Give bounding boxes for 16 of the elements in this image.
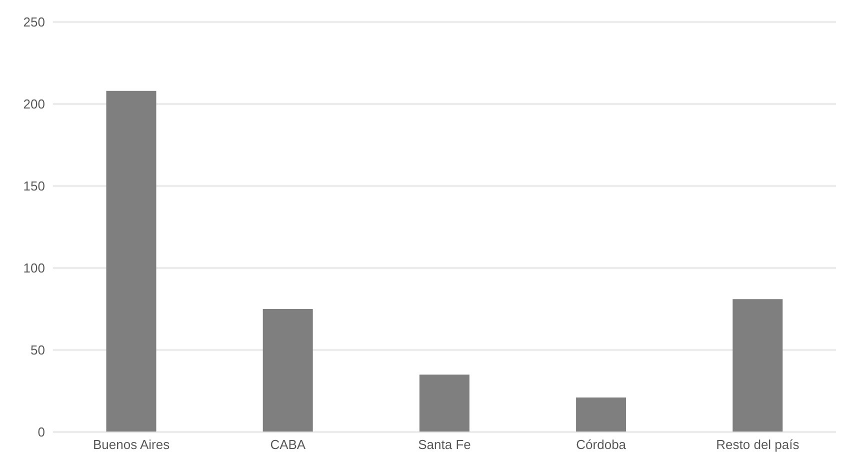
x-tick-label: Buenos Aires [92,437,170,452]
y-tick-label: 200 [23,96,45,112]
x-tick-label: Córdoba [576,437,627,452]
x-tick-label: Santa Fe [418,437,471,452]
bar [106,90,156,432]
x-tick-label: CABA [270,437,306,452]
y-tick-label: 0 [38,424,45,440]
bar [419,374,470,432]
y-tick-label: 250 [23,14,45,30]
bar [732,299,783,432]
y-tick-label: 100 [23,260,45,276]
bar [576,398,626,432]
y-tick-label: 50 [30,342,45,358]
bar [262,309,313,432]
y-tick-label: 150 [23,178,45,194]
x-tick-label: Resto del país [716,437,800,452]
